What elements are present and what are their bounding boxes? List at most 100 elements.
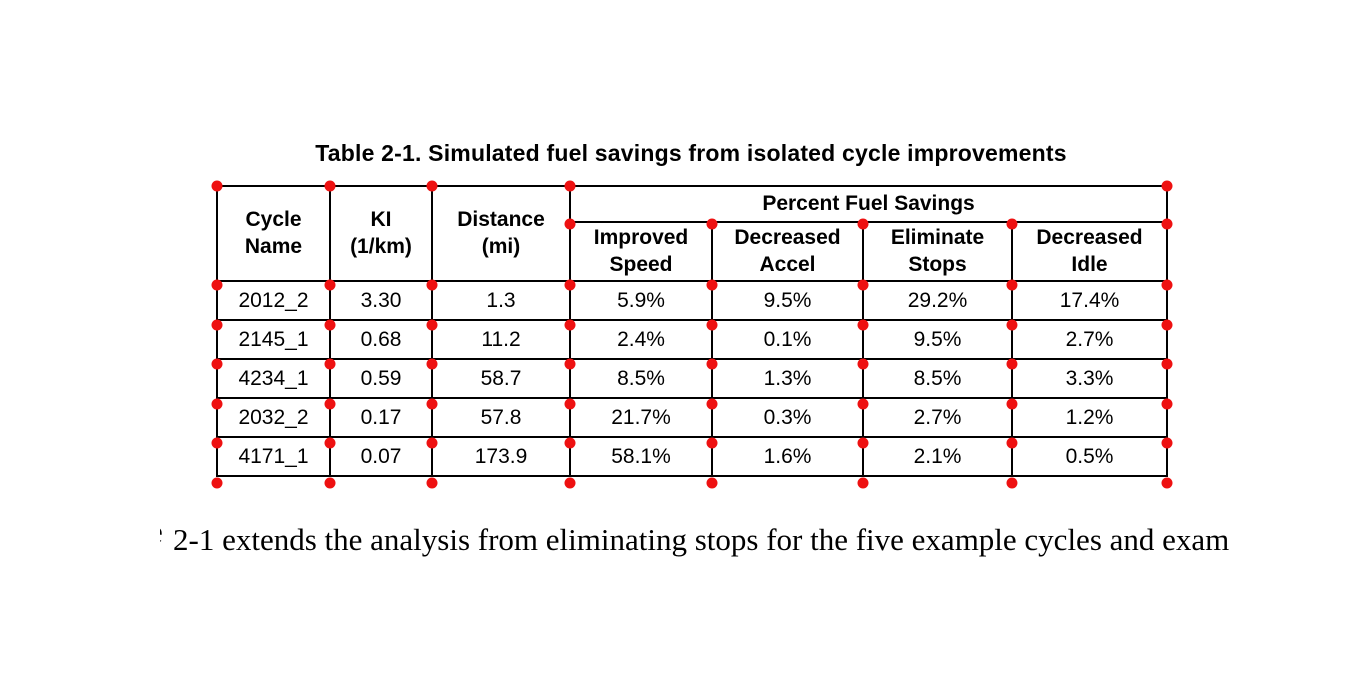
cell-eliminate-stops: 8.5%	[862, 358, 1013, 399]
header-percent-fuel-savings: Percent Fuel Savings	[568, 185, 1169, 223]
table-corner-dot[interactable]	[564, 477, 576, 489]
cell-improved-speed: 58.1%	[569, 436, 713, 477]
table-corner-dot[interactable]	[211, 437, 223, 449]
cell-ki: 3.30	[329, 280, 433, 321]
table-corner-dot[interactable]	[706, 319, 718, 331]
table-corner-dot[interactable]	[1006, 319, 1018, 331]
table-corner-dot[interactable]	[564, 180, 576, 192]
cell-improved-speed: 21.7%	[569, 397, 713, 438]
table-corner-dot[interactable]	[324, 358, 336, 370]
cell-decreased-idle: 3.3%	[1010, 358, 1169, 399]
table-corner-dot[interactable]	[1161, 218, 1173, 230]
table-corner-dot[interactable]	[1161, 398, 1173, 410]
cell-decreased-accel: 0.1%	[711, 319, 864, 360]
table-corner-dot[interactable]	[211, 319, 223, 331]
table-corner-dot[interactable]	[426, 477, 438, 489]
body-text-line: e2-1 extends the analysis from eliminati…	[160, 514, 1229, 558]
table-corner-dot[interactable]	[1161, 477, 1173, 489]
cell-cycle-name: 2012_2	[216, 280, 331, 321]
cell-improved-speed: 5.9%	[569, 280, 713, 321]
table-corner-dot[interactable]	[324, 398, 336, 410]
table-row: 2145_1 0.68 11.2 2.4% 0.1% 9.5% 2.7%	[216, 319, 1169, 360]
table-corner-dot[interactable]	[426, 279, 438, 291]
table-corner-dot[interactable]	[564, 398, 576, 410]
table-corner-dot[interactable]	[564, 319, 576, 331]
table-corner-dot[interactable]	[564, 279, 576, 291]
table-corner-dot[interactable]	[1006, 279, 1018, 291]
table-corner-dot[interactable]	[564, 437, 576, 449]
header-improved-speed: Improved Speed	[569, 221, 713, 282]
table-corner-dot[interactable]	[706, 218, 718, 230]
table-corner-dot[interactable]	[706, 477, 718, 489]
table-corner-dot[interactable]	[426, 319, 438, 331]
table-corner-dot[interactable]	[706, 358, 718, 370]
cell-eliminate-stops: 29.2%	[862, 280, 1013, 321]
clipped-word-fragment: e	[160, 514, 165, 550]
cell-ki: 0.59	[329, 358, 433, 399]
cell-eliminate-stops: 2.7%	[862, 397, 1013, 438]
table-corner-dot[interactable]	[426, 398, 438, 410]
table-corner-dot[interactable]	[1006, 477, 1018, 489]
header-ki: KI (1/km)	[329, 185, 433, 282]
table-corner-dot[interactable]	[1006, 437, 1018, 449]
table-corner-dot[interactable]	[857, 279, 869, 291]
header-decreased-accel: Decreased Accel	[711, 221, 864, 282]
table-header-row-2: Improved Speed Decreased Accel Eliminate…	[217, 221, 1169, 282]
body-text: 2-1 extends the analysis from eliminatin…	[173, 522, 1230, 557]
table-corner-dot[interactable]	[426, 358, 438, 370]
table-corner-dot[interactable]	[857, 398, 869, 410]
table-row: 4171_1 0.07 173.9 58.1% 1.6% 2.1% 0.5%	[216, 436, 1169, 477]
table-corner-dot[interactable]	[1006, 398, 1018, 410]
table-corner-dot[interactable]	[324, 180, 336, 192]
cell-improved-speed: 8.5%	[569, 358, 713, 399]
table-row: 2012_2 3.30 1.3 5.9% 9.5% 29.2% 17.4%	[216, 280, 1169, 321]
table-corner-dot[interactable]	[706, 437, 718, 449]
table-corner-dot[interactable]	[857, 477, 869, 489]
table-corner-dot[interactable]	[211, 358, 223, 370]
cell-decreased-idle: 2.7%	[1010, 319, 1169, 360]
table-corner-dot[interactable]	[857, 319, 869, 331]
header-eliminate-stops: Eliminate Stops	[862, 221, 1013, 282]
table-corner-dot[interactable]	[324, 477, 336, 489]
fuel-savings-table-container: Cycle Name KI (1/km) Distance (mi) Perce…	[216, 185, 1169, 477]
table-corner-dot[interactable]	[1161, 279, 1173, 291]
table-corner-dot[interactable]	[857, 218, 869, 230]
cell-distance: 173.9	[431, 436, 571, 477]
table-corner-dot[interactable]	[1161, 358, 1173, 370]
table-corner-dot[interactable]	[324, 437, 336, 449]
cell-decreased-accel: 1.3%	[711, 358, 864, 399]
table-corner-dot[interactable]	[1161, 437, 1173, 449]
table-corner-dot[interactable]	[706, 279, 718, 291]
table-corner-dot[interactable]	[1006, 218, 1018, 230]
table-corner-dot[interactable]	[857, 358, 869, 370]
table-corner-dot[interactable]	[1161, 180, 1173, 192]
cell-ki: 0.68	[329, 319, 433, 360]
cell-decreased-idle: 0.5%	[1010, 436, 1169, 477]
table-corner-dot[interactable]	[1006, 358, 1018, 370]
cell-improved-speed: 2.4%	[569, 319, 713, 360]
table-caption: Table 2-1. Simulated fuel savings from i…	[315, 140, 1067, 166]
table-corner-dot[interactable]	[211, 398, 223, 410]
table-corner-dot[interactable]	[211, 477, 223, 489]
table-corner-dot[interactable]	[564, 218, 576, 230]
cell-distance: 57.8	[431, 397, 571, 438]
header-distance: Distance (mi)	[431, 185, 571, 282]
cell-ki: 0.17	[329, 397, 433, 438]
cell-cycle-name: 4171_1	[216, 436, 331, 477]
table-corner-dot[interactable]	[211, 180, 223, 192]
table-corner-dot[interactable]	[324, 319, 336, 331]
table-corner-dot[interactable]	[211, 279, 223, 291]
table-corner-dot[interactable]	[564, 358, 576, 370]
header-decreased-idle: Decreased Idle	[1010, 221, 1169, 282]
table-corner-dot[interactable]	[324, 279, 336, 291]
cell-decreased-accel: 9.5%	[711, 280, 864, 321]
table-corner-dot[interactable]	[706, 398, 718, 410]
cell-decreased-accel: 1.6%	[711, 436, 864, 477]
cell-decreased-accel: 0.3%	[711, 397, 864, 438]
table-corner-dot[interactable]	[426, 437, 438, 449]
table-corner-dot[interactable]	[1161, 319, 1173, 331]
table-corner-dot[interactable]	[426, 180, 438, 192]
table-corner-dot[interactable]	[857, 437, 869, 449]
cell-ki: 0.07	[329, 436, 433, 477]
